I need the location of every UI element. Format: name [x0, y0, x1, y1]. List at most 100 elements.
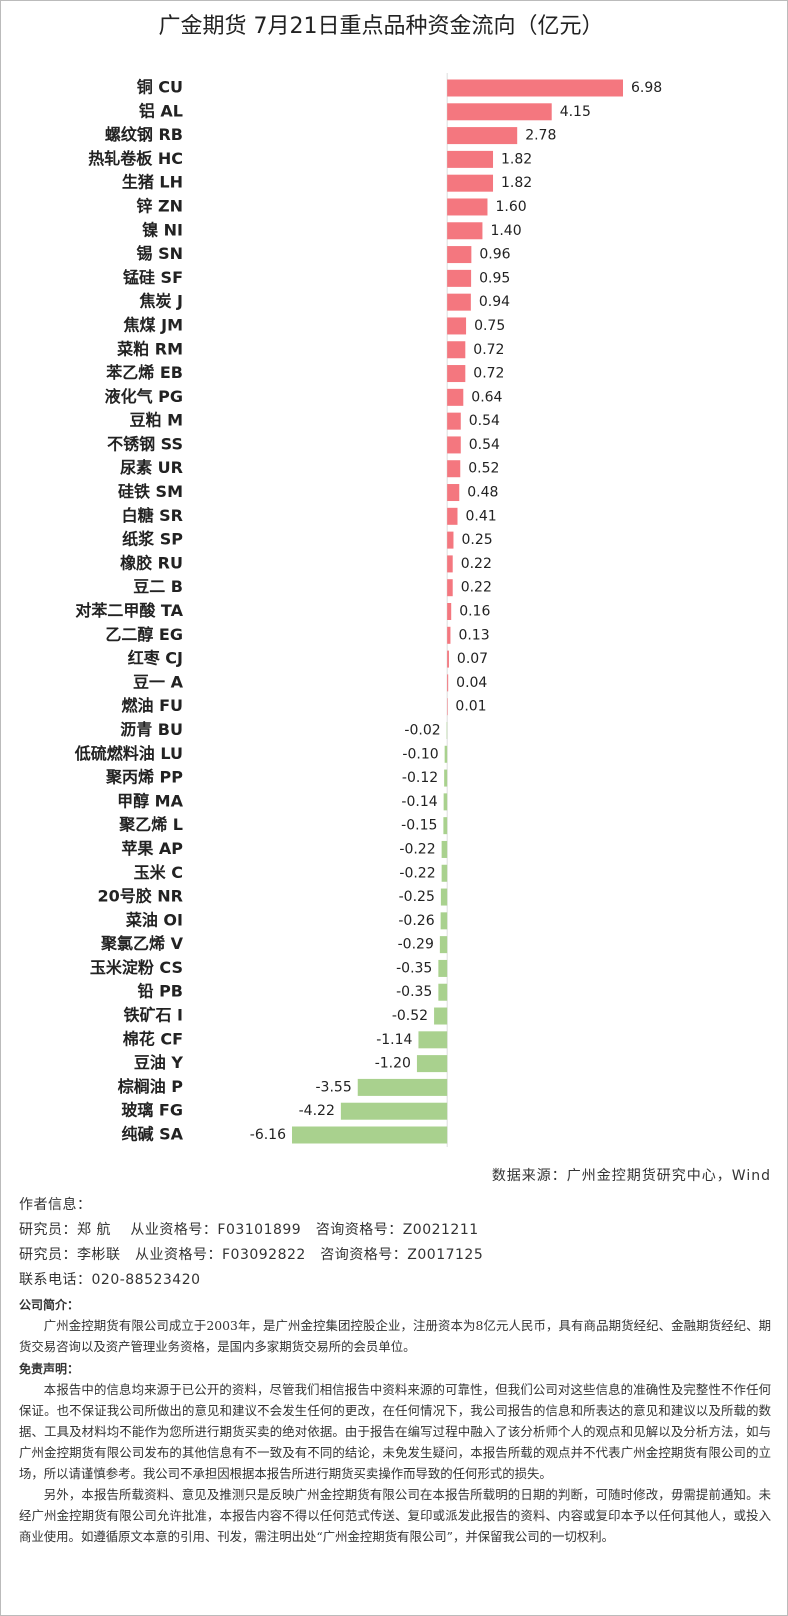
bar	[438, 959, 448, 977]
data-label: 0.54	[469, 437, 500, 453]
bar	[441, 864, 448, 882]
bar	[440, 888, 448, 906]
bar	[340, 1102, 448, 1120]
y-tick-label: 乙二醇 EG	[105, 625, 183, 644]
bar	[447, 127, 518, 145]
data-label: 6.98	[631, 80, 662, 96]
y-tick-label: 不锈钢 SS	[107, 434, 183, 453]
bar	[434, 1007, 448, 1025]
data-label: 0.04	[456, 675, 487, 691]
bar	[444, 745, 448, 763]
data-label: 0.01	[455, 699, 486, 715]
bar	[447, 603, 452, 620]
disclaimer-text: 本报告中的信息均来源于已公开的资料，尽管我们相信报告中资料来源的可靠性，但我们公…	[19, 1382, 771, 1481]
data-label: 0.95	[479, 270, 510, 286]
data-label: -3.55	[316, 1079, 352, 1095]
bar	[416, 1055, 448, 1073]
y-tick-label: 镍 NI	[142, 220, 183, 239]
y-tick-label: 铁矿石 I	[123, 1006, 183, 1025]
company-heading: 公司简介：	[19, 1298, 80, 1312]
data-label: -0.25	[399, 889, 435, 905]
y-tick-label: 豆二 B	[133, 577, 183, 596]
bar	[438, 983, 448, 1001]
contact: 联系电话：020-88523420	[19, 1272, 201, 1288]
bar	[447, 341, 466, 359]
bar	[418, 1031, 448, 1049]
y-tick-label: 对苯二甲酸 TA	[75, 601, 183, 620]
data-label: -0.12	[402, 770, 438, 786]
bar	[447, 555, 453, 573]
y-tick-label: 低硫燃料油 LU	[74, 744, 183, 763]
y-tick-label: 铝 AL	[139, 101, 183, 120]
data-label: -0.35	[396, 984, 432, 1000]
bar	[447, 198, 488, 216]
data-label: -0.15	[401, 818, 437, 834]
data-label: 0.22	[461, 556, 492, 572]
bar	[447, 79, 623, 97]
y-tick-label: 20号胶 NR	[97, 887, 183, 906]
bar	[447, 222, 483, 240]
data-label: -6.16	[250, 1127, 286, 1143]
chart-title: 广金期货 7月21日重点品种资金流向（亿元）	[159, 14, 604, 39]
y-tick-label: 玉米淀粉 CS	[90, 958, 183, 977]
y-tick-label: 豆一 A	[133, 672, 184, 691]
bar	[440, 912, 448, 930]
y-tick-label: 锡 SN	[137, 244, 184, 263]
bar	[447, 388, 464, 406]
y-tick-label: 白糖 SR	[122, 506, 183, 525]
y-tick-label: 聚氯乙烯 V	[100, 934, 184, 953]
bar	[447, 626, 451, 644]
data-label: -4.22	[299, 1103, 335, 1119]
data-label: 0.54	[469, 413, 500, 429]
data-label: 4.15	[560, 104, 591, 120]
y-tick-label: 豆粕 M	[130, 411, 184, 430]
y-tick-label: 纯碱 SA	[122, 1125, 184, 1144]
y-tick-label: 棕榈油 P	[118, 1077, 184, 1096]
data-label: -0.02	[404, 722, 440, 738]
data-label: -0.22	[399, 865, 435, 881]
data-label: 0.52	[468, 461, 499, 477]
data-label: 0.96	[479, 247, 510, 263]
disclaimer-heading: 免责声明：	[19, 1362, 80, 1376]
y-tick-label: 热轧卷板 HC	[88, 149, 183, 168]
data-label: -0.22	[399, 841, 435, 857]
bar	[447, 150, 494, 168]
data-label: 0.48	[467, 485, 498, 501]
y-tick-label: 橡胶 RU	[120, 553, 183, 572]
bar	[447, 579, 453, 597]
y-tick-label: 液化气 PG	[105, 387, 183, 406]
data-label: 1.40	[490, 223, 521, 239]
bar	[447, 317, 467, 335]
y-tick-label: 沥青 BU	[120, 720, 183, 739]
y-tick-label: 豆油 Y	[134, 1053, 184, 1072]
data-label: 0.22	[461, 580, 492, 596]
bar	[447, 674, 449, 692]
author: 研究员：郑 航 从业资格号：F03101899 咨询资格号：Z0021211	[19, 1222, 479, 1238]
data-label: -0.26	[398, 913, 434, 929]
data-label: 2.78	[525, 128, 556, 144]
y-tick-label: 苯乙烯 EB	[105, 363, 183, 382]
y-tick-label: 焦炭 J	[138, 292, 183, 311]
data-label: -1.14	[376, 1032, 412, 1048]
bar	[447, 293, 471, 311]
bar	[447, 412, 461, 430]
bar	[447, 531, 454, 549]
company-text: 广州金控期货有限公司成立于2003年，是广州金控集团控股企业，注册资本为8亿元人…	[19, 1318, 771, 1354]
data-label: -0.29	[398, 937, 434, 953]
data-label: -0.10	[402, 746, 438, 762]
bar	[447, 484, 460, 502]
y-tick-label: 螺纹钢 RB	[105, 125, 183, 144]
data-label: 1.82	[501, 175, 532, 191]
data-label: 0.07	[457, 651, 488, 667]
bar	[447, 365, 466, 383]
data-label: -0.52	[392, 1008, 428, 1024]
data-label: 0.16	[459, 604, 490, 620]
bar	[447, 269, 472, 287]
data-label: -0.14	[401, 794, 437, 810]
bar	[441, 840, 448, 858]
bar	[447, 698, 448, 716]
bar	[443, 817, 448, 835]
y-tick-label: 硅铁 SM	[118, 482, 183, 501]
y-tick-label: 生猪 LH	[122, 173, 183, 192]
